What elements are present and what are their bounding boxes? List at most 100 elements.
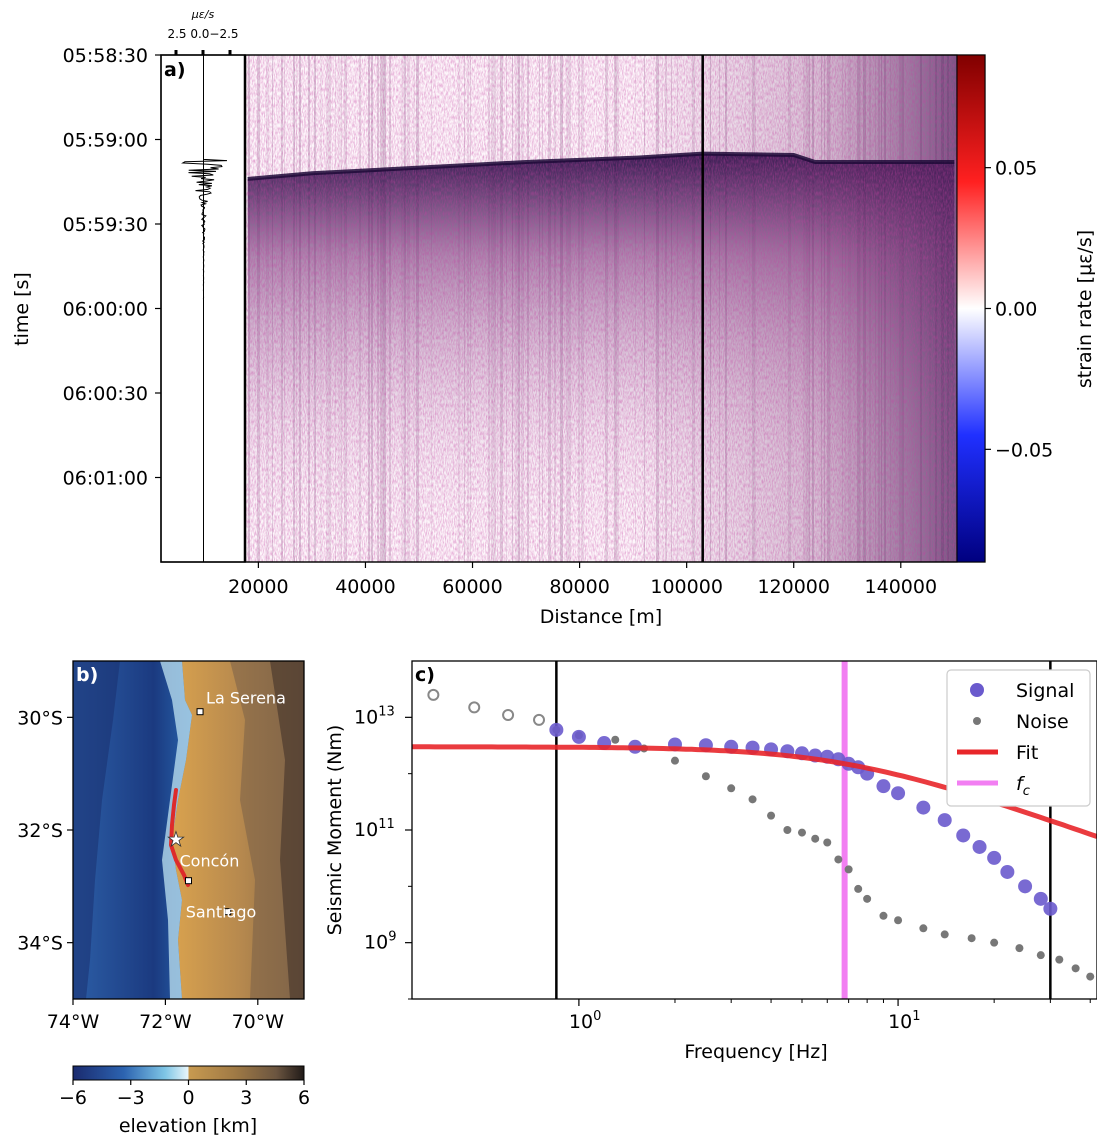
epicenter-star-icon: ★ <box>167 827 185 851</box>
signal-point <box>956 828 971 843</box>
colorbar-tick-label-a: 0.05 <box>995 158 1037 180</box>
panel-c-ylabel: Seismic Moment (Nm) <box>324 725 346 936</box>
noise-point <box>990 938 999 947</box>
noise-point <box>797 828 806 837</box>
panel-c-xlabel: Frequency [Hz] <box>684 1041 827 1063</box>
xtick-label-a: 120000 <box>757 576 830 598</box>
noise-point <box>863 894 872 903</box>
xtick-label-a: 60000 <box>442 576 502 598</box>
noise-point <box>748 795 757 804</box>
colorbar-label-a: strain rate [με/s] <box>1074 230 1096 388</box>
noise-point <box>701 772 710 781</box>
signal-point <box>549 722 564 737</box>
colorbar-tick-label-a: 0.00 <box>995 299 1037 321</box>
ytick-label-c: 1013 <box>354 704 395 728</box>
signal-point <box>1033 891 1048 906</box>
signal-point <box>1043 901 1058 916</box>
noise-point <box>1086 972 1095 981</box>
signal-point <box>972 839 987 854</box>
signal-point <box>571 729 586 744</box>
colorbar-tick-label-b: 6 <box>298 1087 310 1109</box>
city-label: Santiago <box>186 903 257 922</box>
city-marker <box>196 708 204 716</box>
noise-point <box>783 826 792 834</box>
panel-a-ylabel: time [s] <box>11 272 33 346</box>
colorbar-tick-label-b: 3 <box>240 1087 252 1109</box>
city-marker <box>185 877 192 885</box>
trace-tick-labels: 2.5 0.0−2.5 <box>167 27 238 41</box>
xtick-label-a: 140000 <box>865 576 938 598</box>
map-ytick-label: 32°S <box>17 820 63 842</box>
colorbar-tick-label-b: −3 <box>117 1087 145 1109</box>
panel-c-label: c) <box>415 664 435 686</box>
legend-signal-marker <box>970 683 984 697</box>
xtick-label-a: 80000 <box>549 576 609 598</box>
ytick-label-a: 05:58:30 <box>63 45 148 67</box>
noise-point <box>1036 951 1045 960</box>
signal-point <box>987 850 1002 865</box>
noise-point <box>427 688 440 701</box>
ytick-label-c: 109 <box>364 930 396 954</box>
elevation-colorbar <box>72 1065 305 1081</box>
panel-a-label: a) <box>164 59 186 81</box>
signal-point <box>1018 879 1033 894</box>
signal-point <box>1000 864 1015 879</box>
noise-point <box>727 784 736 793</box>
map-xtick-label: 74°W <box>47 1011 100 1033</box>
map-xtick-label: 70°W <box>232 1011 285 1033</box>
panel-c: c) 100 101 109 1011 1013 Frequency [Hz] Seis… <box>324 660 1097 1063</box>
colorbar-tick-label-b: −6 <box>59 1087 87 1109</box>
noise-point <box>468 701 481 714</box>
ytick-label-a: 06:01:00 <box>63 468 148 490</box>
map-ytick-label: 30°S <box>17 707 63 729</box>
city-label: Concón <box>180 852 240 871</box>
strain-rate-heatmap <box>245 55 957 562</box>
noise-point <box>967 934 976 943</box>
noise-point <box>1071 964 1080 973</box>
noise-point <box>854 884 863 893</box>
legend-noise-marker <box>973 717 981 725</box>
noise-point <box>844 865 853 874</box>
signal-point <box>937 813 952 828</box>
city-label: La Serena <box>206 689 286 708</box>
xtick-label-a: 100000 <box>650 576 723 598</box>
map-xtick-label: 72°W <box>139 1011 192 1033</box>
ytick-label-c: 1011 <box>354 817 395 841</box>
noise-point <box>940 930 949 939</box>
ytick-label-a: 05:59:00 <box>63 130 148 152</box>
noise-point <box>879 911 888 920</box>
panel-a-xlabel: Distance [m] <box>540 606 662 628</box>
signal-point <box>916 800 931 815</box>
panel-b: La Serena Concón Santiago ★ b) 74°W 72°W 70°… <box>17 660 310 1137</box>
xtick-label-c: 101 <box>888 1009 920 1033</box>
legend-fit: Fit <box>1016 742 1038 764</box>
legend-noise: Noise <box>1016 711 1069 733</box>
noise-point <box>502 709 515 722</box>
signal-point <box>876 779 891 794</box>
noise-point <box>767 811 776 820</box>
ytick-label-a: 06:00:00 <box>63 299 148 321</box>
noise-point <box>834 855 843 864</box>
noise-point <box>811 834 820 843</box>
noise-point <box>1055 955 1064 964</box>
elevation-map <box>73 661 304 999</box>
noise-point <box>1015 944 1024 953</box>
legend: Signal Noise Fit fc <box>946 669 1091 807</box>
xtick-label-a: 20000 <box>228 576 288 598</box>
ytick-label-a: 05:59:30 <box>63 214 148 236</box>
panel-a: a) με/s 2.5 0.0−2.5 05:58:30 05:59:00 05:5… <box>11 8 1096 628</box>
panel-b-label: b) <box>76 664 98 686</box>
signal-point <box>891 786 906 801</box>
noise-point <box>894 916 903 925</box>
noise-point <box>611 735 620 744</box>
colorbar-tick-label-b: 0 <box>182 1087 194 1109</box>
noise-point <box>533 713 546 726</box>
xtick-label-c: 100 <box>569 1009 601 1033</box>
city-marker <box>224 908 232 916</box>
xtick-label-a: 40000 <box>335 576 395 598</box>
noise-point <box>823 838 832 847</box>
ytick-label-a: 06:00:30 <box>63 383 148 405</box>
noise-point <box>670 756 679 765</box>
trace-unit: με/s <box>191 8 215 21</box>
